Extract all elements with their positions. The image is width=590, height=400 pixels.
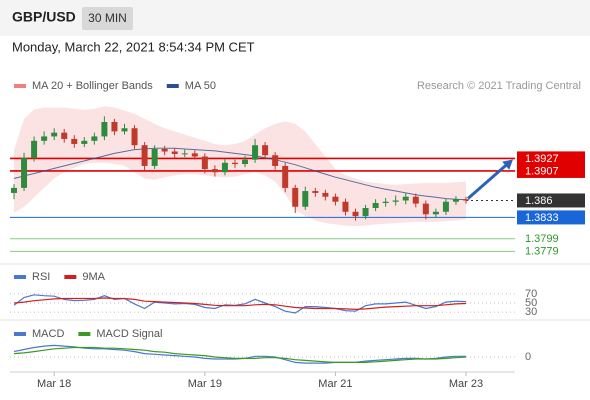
level-label: 1.3799 xyxy=(525,233,559,245)
legend-swatch xyxy=(14,84,26,88)
indicator-line xyxy=(13,346,467,363)
timestamp: Monday, March 22, 2021 8:54:34 PM CET xyxy=(12,39,255,54)
candle-body xyxy=(262,145,269,156)
candle-body xyxy=(221,162,228,173)
level-box xyxy=(517,151,585,166)
candle-body xyxy=(171,151,178,154)
ma-line xyxy=(13,147,467,201)
interval-button[interactable] xyxy=(82,7,133,30)
candle-body xyxy=(231,162,238,165)
candle-body xyxy=(201,156,208,170)
forecast-arrow-head xyxy=(502,159,513,170)
indicator-line xyxy=(13,297,467,311)
legend-label: MA 20 + Bollinger Bands xyxy=(32,80,153,92)
legend-swatch xyxy=(14,275,26,279)
candle-body xyxy=(61,132,68,139)
candle-body xyxy=(141,145,148,166)
y-tick-label: 0 xyxy=(525,351,531,363)
legend-swatch xyxy=(78,332,91,336)
credit: Research © 2021 Trading Central xyxy=(417,80,581,92)
x-tick-label: Mar 19 xyxy=(188,378,222,390)
candle-body xyxy=(51,132,58,137)
legend-label: MACD Signal xyxy=(96,328,162,340)
candle-body xyxy=(41,136,48,141)
candle-body xyxy=(242,159,249,165)
legend-label: RSI xyxy=(32,271,50,283)
candle-body xyxy=(342,201,349,212)
legend-label: 9MA xyxy=(82,271,105,283)
candle-body xyxy=(11,187,17,193)
level-box xyxy=(517,210,585,225)
candle-body xyxy=(111,121,118,132)
candle-body xyxy=(292,187,299,207)
legend-swatch xyxy=(166,84,179,88)
candle-body xyxy=(322,192,329,197)
legend-swatch xyxy=(14,332,26,336)
candle-body xyxy=(282,165,289,188)
candle-body xyxy=(272,155,279,166)
candle-body xyxy=(362,208,369,217)
candle-body xyxy=(151,148,158,166)
level-label: 1.3907 xyxy=(525,165,559,177)
candle-body xyxy=(81,140,88,144)
level-label: 1.3779 xyxy=(525,246,559,258)
candle-body xyxy=(382,201,389,203)
candle-body xyxy=(392,200,399,202)
bollinger-band xyxy=(14,106,466,227)
candle-body xyxy=(402,196,409,201)
candle-body xyxy=(101,121,108,137)
candle-body xyxy=(452,199,459,202)
legend-swatch xyxy=(64,275,77,279)
pair-title: GBP/USD xyxy=(12,9,76,25)
x-tick-label: Mar 23 xyxy=(449,378,483,390)
candle-body xyxy=(312,191,319,193)
candle-body xyxy=(21,157,28,188)
interval-label: 30 MIN xyxy=(88,11,127,25)
candle-body xyxy=(31,140,38,158)
candle-body xyxy=(191,153,198,157)
candle-body xyxy=(302,191,309,207)
candle-body xyxy=(211,169,218,173)
candle-body xyxy=(131,128,138,146)
candle-body xyxy=(161,148,168,152)
candle-body xyxy=(422,203,429,215)
indicator-line xyxy=(13,294,467,314)
y-tick-label: 70 xyxy=(525,288,537,300)
y-tick-label: 30 xyxy=(525,306,537,318)
candle-body xyxy=(181,153,188,155)
level-label: 1.3833 xyxy=(525,212,559,224)
level-label: 1.3927 xyxy=(525,153,559,165)
candle-body xyxy=(372,202,379,208)
y-tick-label: 50 xyxy=(525,297,537,309)
legend-label: MA 50 xyxy=(185,80,216,92)
x-tick-label: Mar 18 xyxy=(37,378,71,390)
candle-body xyxy=(463,199,469,201)
candle-body xyxy=(442,201,449,212)
candle-body xyxy=(432,211,439,215)
candle-body xyxy=(412,196,419,204)
level-box xyxy=(517,193,585,208)
candle-body xyxy=(332,196,339,202)
candle-body xyxy=(352,211,359,217)
legend-label: MACD xyxy=(32,328,64,340)
level-box xyxy=(517,163,585,178)
candle-body xyxy=(91,136,98,141)
candle-body xyxy=(71,138,78,144)
candle-body xyxy=(121,128,128,132)
forecast-arrow xyxy=(467,163,508,200)
x-tick-label: Mar 21 xyxy=(318,378,352,390)
level-label: 1.386 xyxy=(525,195,553,207)
candle-body xyxy=(252,145,259,160)
